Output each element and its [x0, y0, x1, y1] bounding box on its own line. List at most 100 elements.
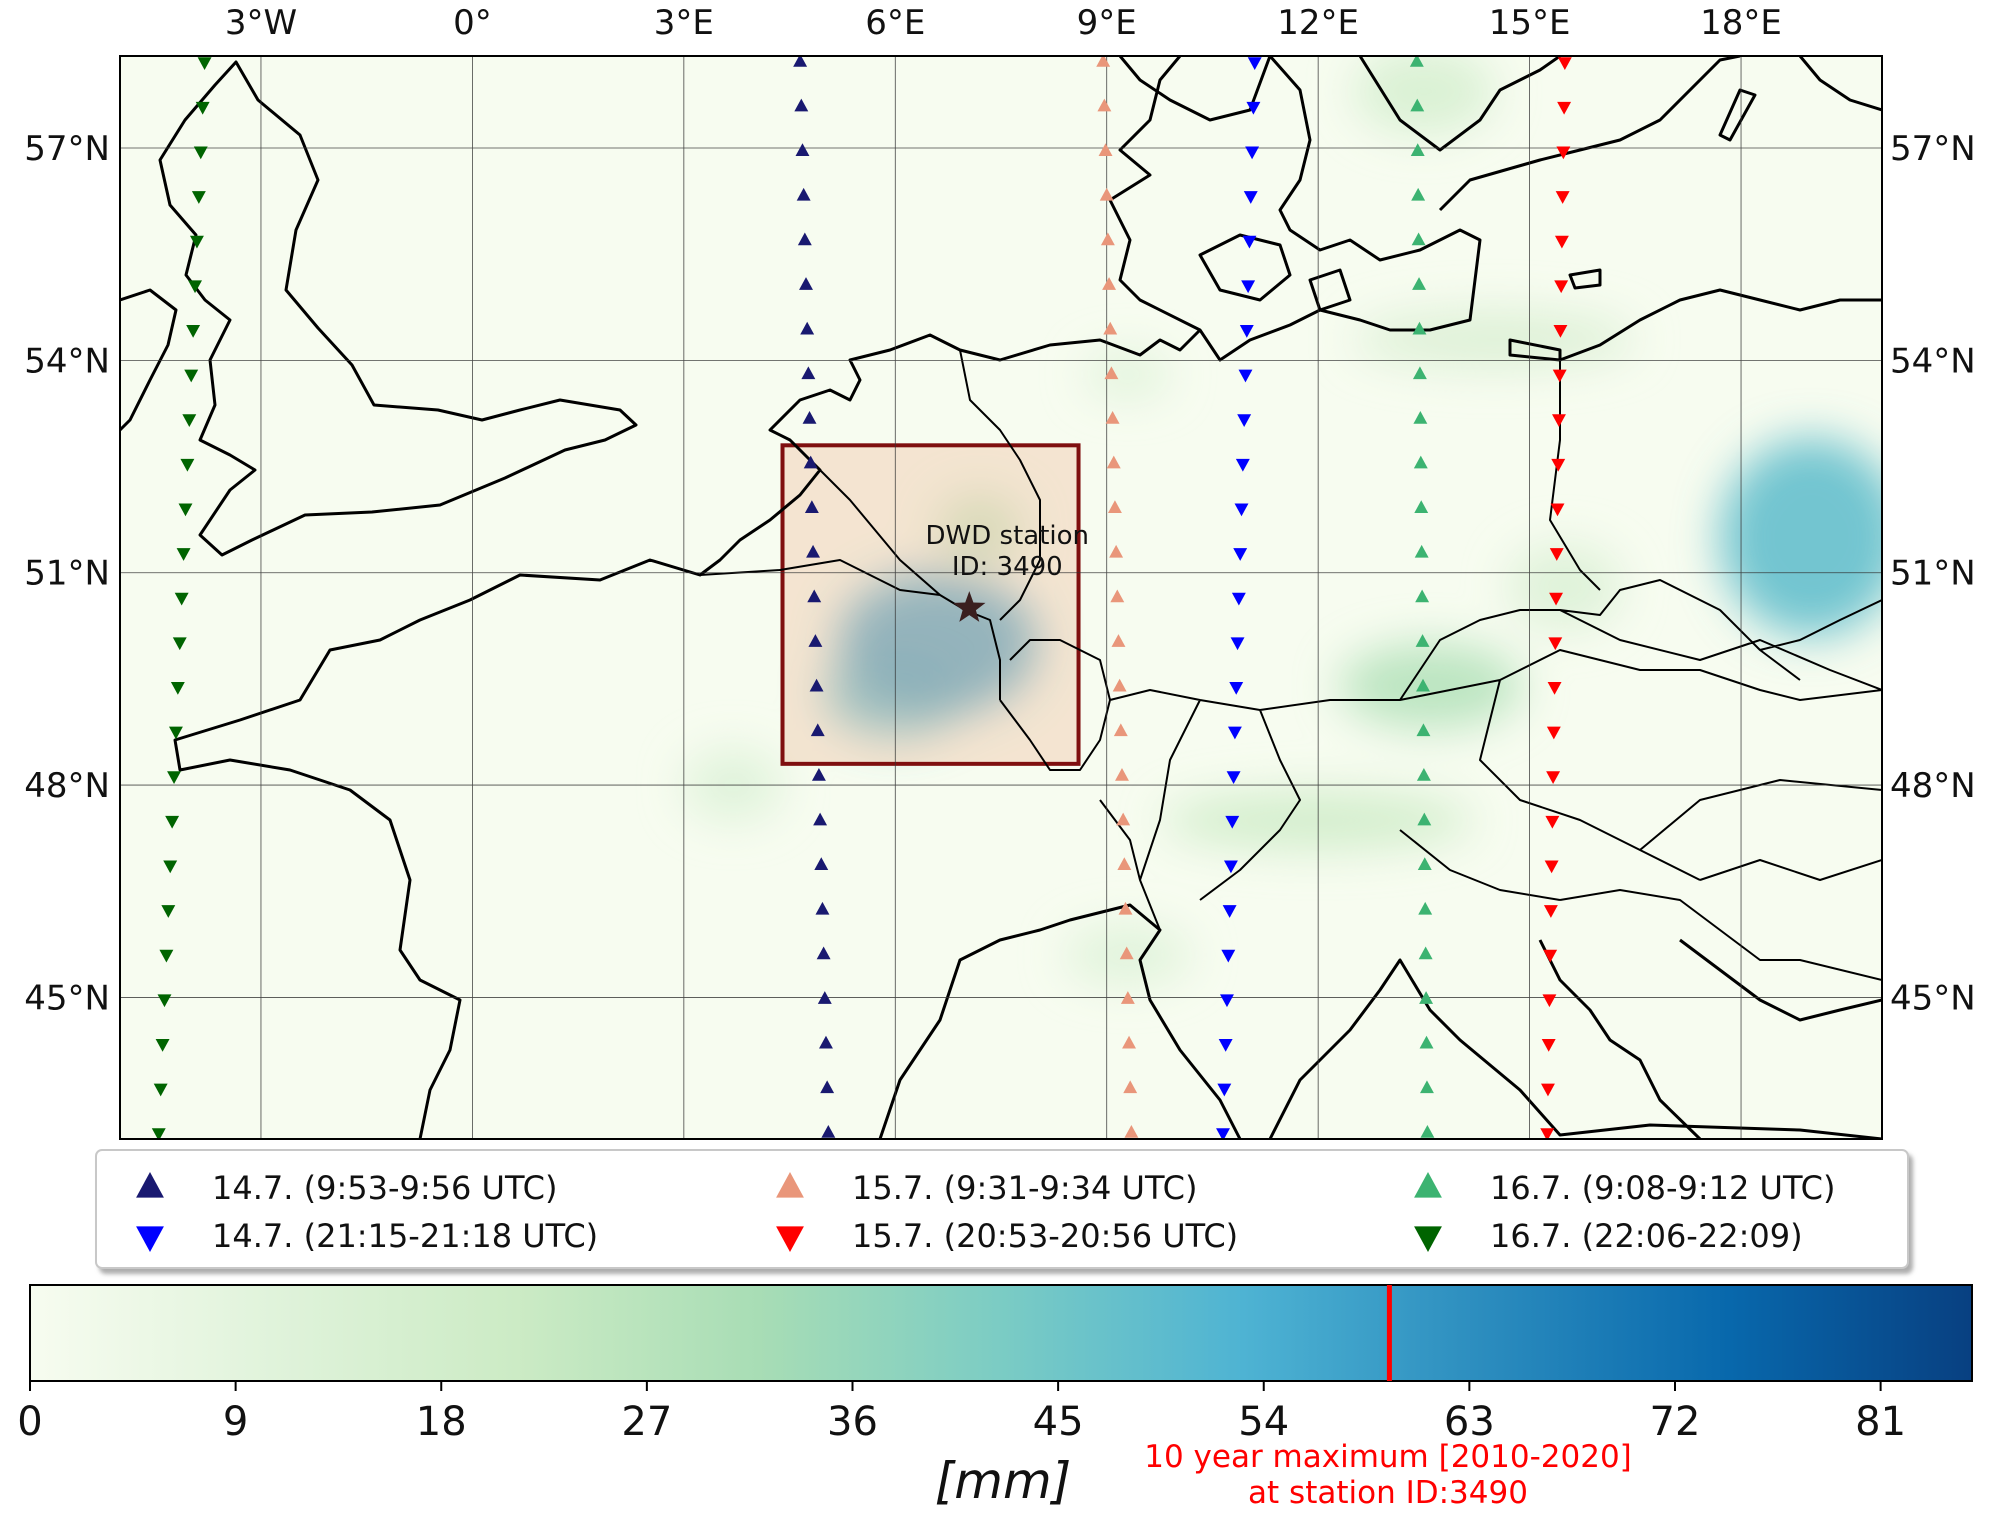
overpass-marker: [182, 414, 197, 427]
overpass-marker: [1112, 678, 1127, 692]
overpass-marker: [157, 994, 172, 1008]
overpass-marker: [1545, 815, 1560, 829]
colorbar-tick-label: 9: [223, 1399, 248, 1445]
legend-label: 14.7. (21:15-21:18 UTC): [212, 1217, 598, 1255]
overpass-marker: [1412, 321, 1427, 335]
overpass-marker: [1115, 768, 1129, 781]
overpass-legend: 14.7. (9:53-9:56 UTC) 14.7. (21:15-21:18 …: [95, 1149, 1909, 1269]
overpass-marker: [1216, 1128, 1230, 1139]
overpass-marker: [1103, 321, 1118, 335]
overpass-marker: [1554, 280, 1569, 294]
overpass-marker: [1417, 857, 1432, 871]
overpass-marker: [1247, 57, 1262, 70]
colorbar-tick-label: 63: [1444, 1399, 1495, 1445]
overpass-marker: [155, 1038, 170, 1052]
overpass-marker: [804, 500, 819, 514]
overpass-marker: [1415, 634, 1430, 647]
legend-items: 14.7. (9:53-9:56 UTC) 14.7. (21:15-21:18 …: [136, 1169, 1835, 1255]
graticule: [120, 56, 1882, 1139]
overpass-marker: [1239, 324, 1254, 338]
lat-tick-label-right: 54°N: [1890, 341, 1976, 381]
overpass-marker: [799, 277, 813, 290]
overpass-marker: [1238, 369, 1253, 383]
coastline-continent: [173, 56, 1882, 1139]
precip-blob: [937, 494, 1023, 566]
overpass-marker: [1551, 458, 1566, 472]
overpass-marker: [1410, 143, 1425, 157]
station-star-icon: [953, 591, 986, 622]
station-layer: DWD station ID: 3490: [926, 521, 1089, 622]
overpass-marker: [1241, 280, 1256, 294]
overpass-marker: [1557, 101, 1572, 115]
overpass-marker: [1410, 98, 1425, 112]
overpass-marker: [1413, 455, 1428, 469]
overpass-marker: [1096, 56, 1111, 67]
lon-tick-label: 3°W: [225, 3, 297, 43]
overpass-marker: [1409, 56, 1424, 67]
overpass-marker: [180, 458, 195, 472]
overpass-marker: [797, 232, 812, 246]
overpass-marker: [1106, 455, 1121, 469]
overpass-marker: [1217, 1083, 1232, 1097]
border-lines: [699, 349, 1882, 981]
overpass-marker: [1098, 143, 1113, 157]
overpass-marker: [1111, 634, 1126, 647]
overpass-marker: [184, 369, 199, 383]
triangle-up-icon: [136, 1172, 164, 1198]
lon-tick-label: 15°E: [1489, 3, 1571, 43]
overpass-marker: [1124, 1125, 1139, 1138]
overpass-marker: [1097, 98, 1112, 112]
triangle-down-icon: [136, 1226, 164, 1252]
overpass-marker: [1414, 544, 1429, 558]
overpass-marker: [816, 946, 831, 960]
overpass-marker: [1102, 277, 1117, 290]
lat-tick-label-left: 57°N: [24, 129, 110, 169]
legend-label: 15.7. (9:31-9:34 UTC): [852, 1169, 1197, 1207]
colorbar-tick-label: 72: [1650, 1399, 1701, 1445]
lat-tick-label-left: 51°N: [24, 554, 110, 594]
overpass-marker: [1113, 723, 1128, 737]
lon-tick-label: 12°E: [1277, 3, 1359, 43]
overpass-marker: [1552, 414, 1566, 427]
overpass-marker: [814, 857, 829, 871]
overpass-marker: [1118, 901, 1133, 915]
lat-tick-label-left: 48°N: [24, 766, 110, 806]
overpass-marker: [1235, 458, 1250, 472]
legend-label: 15.7. (20:53-20:56 UTC): [852, 1217, 1238, 1255]
overpass-marker: [813, 812, 828, 826]
overpass-marker: [1541, 1038, 1556, 1052]
overpass-marker: [174, 592, 189, 606]
overpass-marker: [810, 723, 825, 737]
overpass-marker: [801, 366, 816, 380]
station-label-line2: ID: 3490: [952, 552, 1063, 582]
lon-tick-label: 3°E: [654, 3, 714, 43]
overpass-marker: [170, 681, 185, 695]
overpass-15.7-am: [1096, 56, 1139, 1138]
coastline-danish-islands: [1198, 233, 1602, 362]
overpass-marker: [1543, 949, 1558, 963]
overpass-marker: [1227, 726, 1242, 740]
overpass-marker: [1230, 637, 1245, 651]
overpass-marker: [807, 589, 822, 603]
overpass-marker: [806, 544, 821, 558]
overpass-marker: [1107, 500, 1122, 514]
coastline-gotland: [1718, 88, 1757, 142]
overpass-marker: [1417, 812, 1432, 826]
overpass-marker: [1220, 994, 1234, 1008]
overpass-marker: [188, 280, 202, 294]
overpass-marker: [1246, 101, 1261, 115]
study-area-layer: [780, 443, 1081, 766]
overpass-marker: [163, 860, 178, 874]
legend-entry: 14.7. (9:53-9:56 UTC): [136, 1169, 557, 1207]
overpass-marker: [795, 143, 810, 157]
precip-blob: [1353, 56, 1495, 134]
coastline-scandinavia: [1118, 56, 1882, 152]
overpass-marker: [1552, 369, 1567, 383]
overpass-marker: [1553, 324, 1568, 338]
precip-blob: [838, 572, 1037, 715]
overpass-marker: [167, 771, 181, 784]
overpass-marker: [172, 637, 187, 651]
overpass-marker: [1411, 187, 1426, 201]
colorbar-tick-label: 81: [1855, 1399, 1906, 1445]
overpass-marker: [1231, 592, 1246, 606]
